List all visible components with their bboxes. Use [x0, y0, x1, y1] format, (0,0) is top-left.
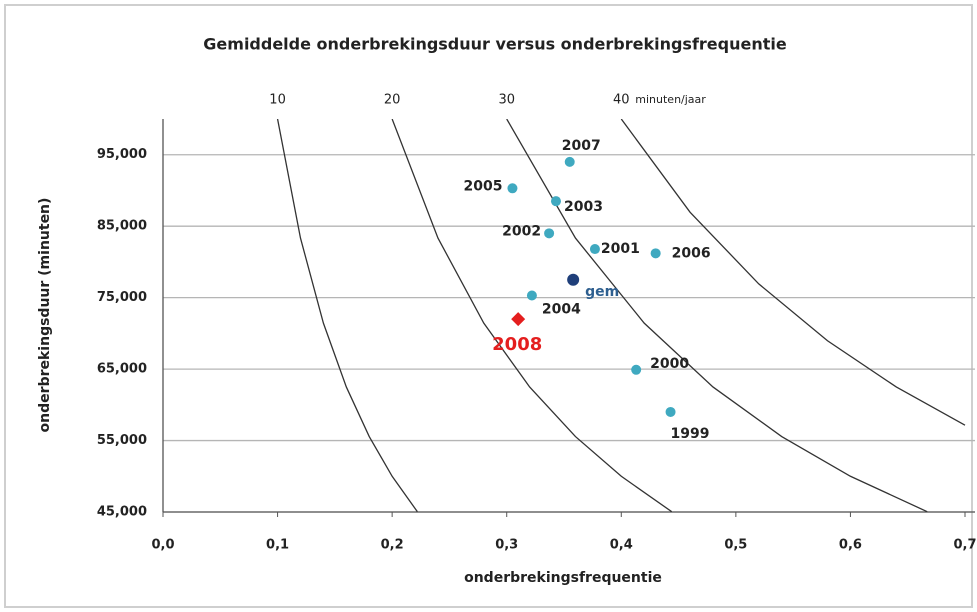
y-tick-label: 55,000	[97, 433, 147, 448]
y-tick-label: 45,000	[97, 505, 147, 520]
x-tick-label: 0,0	[151, 538, 174, 553]
point-label: 1999	[671, 426, 710, 442]
curve-label: 30	[498, 93, 515, 108]
x-tick-label: 0,1	[266, 538, 289, 553]
curve-unit: minuten/jaar	[635, 93, 706, 106]
x-axis-label: onderbrekingsfrequentie	[464, 570, 662, 586]
y-tick-label: 75,000	[97, 290, 147, 305]
x-tick-label: 0,5	[724, 538, 747, 553]
point-label: 2006	[672, 245, 711, 261]
curve-label: 10	[269, 93, 286, 108]
point-label: 2008	[492, 334, 542, 355]
x-tick-label: 0,4	[610, 538, 633, 553]
iso-curve	[506, 119, 928, 512]
iso-curve	[276, 119, 418, 512]
y-tick-label: 95,000	[97, 147, 147, 162]
x-tick-label: 0,6	[839, 538, 862, 553]
point-label: gem	[585, 284, 619, 300]
point	[507, 183, 518, 194]
point	[631, 364, 642, 375]
point-label: 2001	[601, 241, 640, 257]
iso-curve	[620, 119, 966, 426]
x-tick-label: 0,7	[953, 538, 976, 553]
point	[650, 248, 661, 259]
curve-label: 20	[384, 93, 401, 108]
point	[589, 244, 600, 255]
y-tick-label: 65,000	[97, 362, 147, 377]
point-label: 2003	[564, 199, 603, 215]
point-label: 2004	[542, 301, 581, 317]
point	[544, 228, 555, 239]
x-tick-label: 0,3	[495, 538, 518, 553]
chart-frame	[4, 4, 973, 608]
point-label: 2005	[463, 178, 502, 194]
y-axis-label: onderbrekingsduur (minuten)	[37, 198, 53, 433]
iso-curve	[391, 119, 673, 512]
point	[511, 312, 526, 327]
point	[665, 406, 676, 417]
point	[550, 196, 561, 207]
point-label: 2002	[502, 223, 541, 239]
chart-title: Gemiddelde onderbrekingsduur versus onde…	[203, 35, 787, 54]
point	[564, 156, 575, 167]
x-tick-label: 0,2	[381, 538, 404, 553]
point-label: 2000	[650, 356, 689, 372]
point-label: 2007	[562, 138, 601, 154]
curve-label: 40	[613, 93, 630, 108]
point	[526, 290, 537, 301]
point	[567, 273, 580, 286]
y-tick-label: 85,000	[97, 219, 147, 234]
